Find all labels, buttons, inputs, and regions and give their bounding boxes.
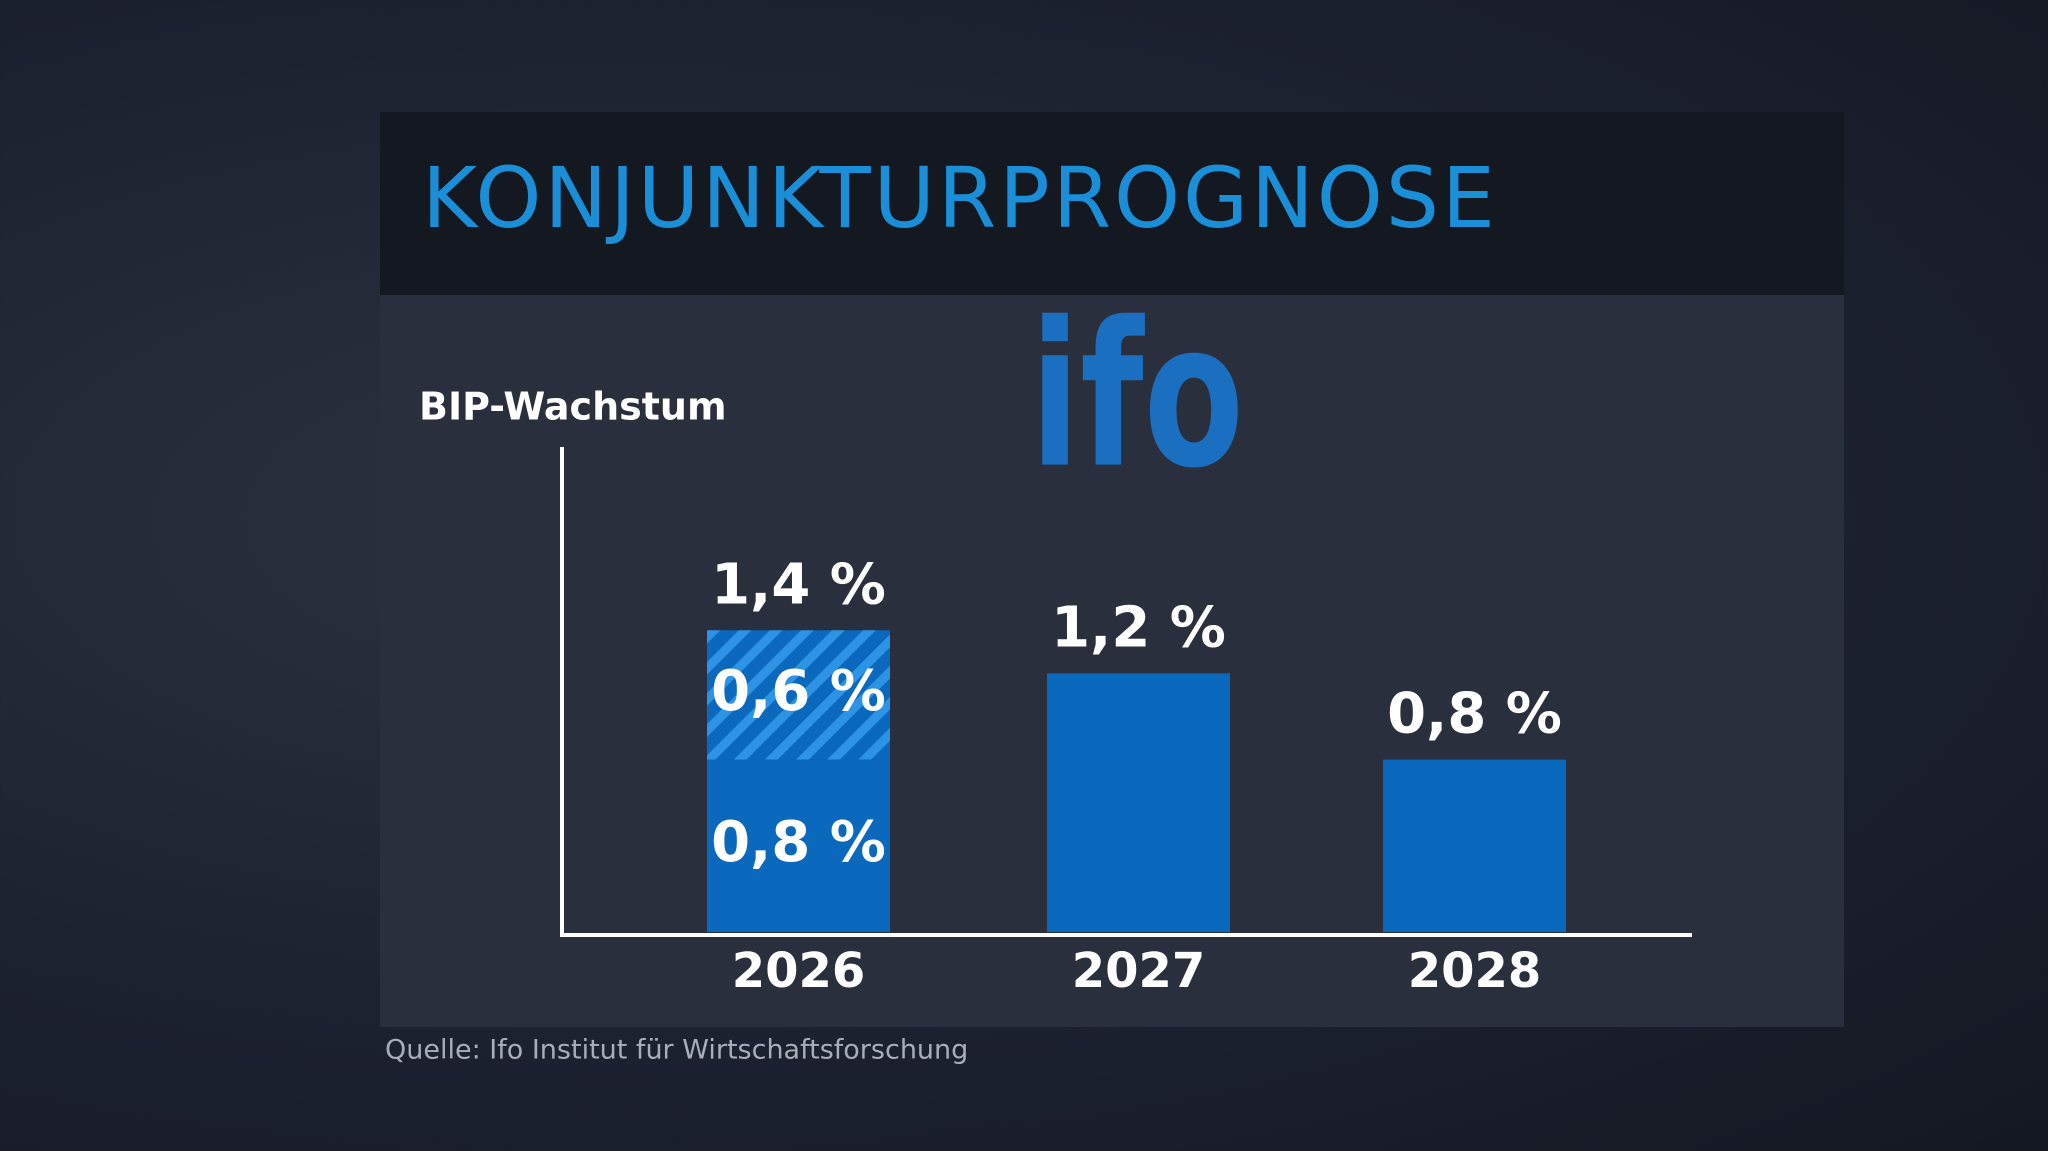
bar — [1383, 759, 1566, 932]
chart-title: KONJUNKTURPROGNOSE — [422, 149, 1495, 247]
bar — [707, 630, 890, 760]
x-tick-label: 2026 — [732, 943, 866, 999]
total-label: 1,4 % — [711, 552, 886, 617]
value-label: 1,2 % — [1051, 595, 1226, 660]
plot: 2026 0,8 % 0,6 % 1,4 % 2027 1,2 % 2028 0,8 % — [707, 552, 1566, 999]
x-tick-label: 2027 — [1072, 943, 1206, 999]
source: Quelle: Ifo Institut für Wirtschaftsfors… — [385, 1035, 968, 1066]
value-label: 0,8 % — [711, 810, 886, 875]
value-label: 0,6 % — [711, 659, 886, 724]
logo: ifo — [1030, 280, 1244, 513]
value-label: 0,8 % — [1387, 682, 1562, 747]
bar — [707, 759, 890, 932]
bar — [1047, 673, 1230, 932]
y-axis-label: BIP-Wachstum — [419, 385, 727, 429]
x-tick-label: 2028 — [1408, 943, 1542, 999]
title-band — [380, 112, 1844, 295]
